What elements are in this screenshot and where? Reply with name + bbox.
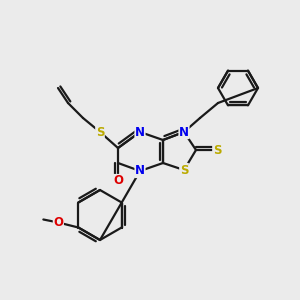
Text: N: N [135,125,145,139]
Text: S: S [96,125,104,139]
Text: N: N [135,164,145,178]
Text: N: N [179,125,189,139]
Text: S: S [213,143,221,157]
Text: S: S [180,164,188,176]
Text: O: O [113,175,123,188]
Text: O: O [53,216,63,229]
